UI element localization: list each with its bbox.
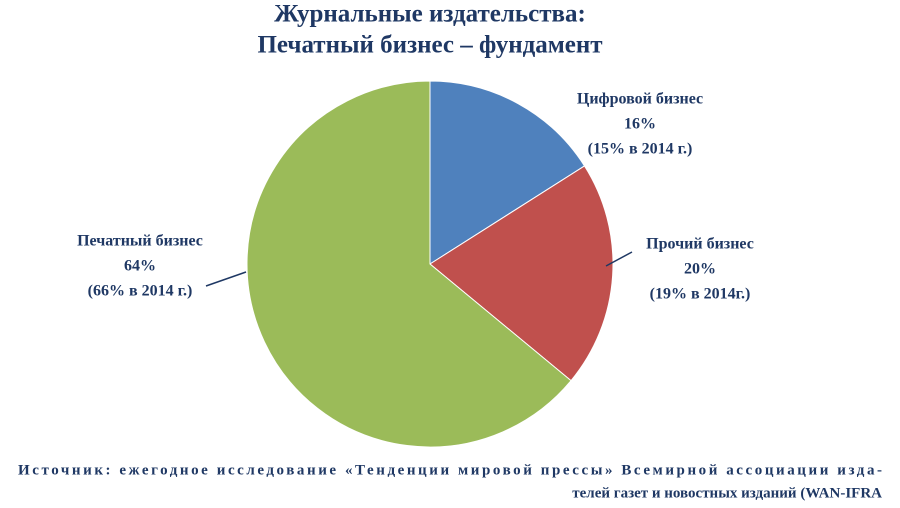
- value-label: 64%: [124, 258, 156, 275]
- pie-slice: [429, 80, 586, 265]
- value-label: 20%: [684, 261, 716, 278]
- leader-line: [605, 251, 633, 267]
- value-label: 16%: [624, 116, 656, 133]
- chart-title: Журнальные издательства:: [274, 1, 586, 28]
- leader-line: [205, 271, 247, 287]
- chart-title: Печатный бизнес – фундамент: [257, 32, 602, 59]
- annotation: (19% в 2014г.): [650, 286, 751, 303]
- annotation: (66% в 2014 г.): [88, 283, 193, 300]
- annotation: (15% в 2014 г.): [588, 141, 693, 158]
- source: телей газет и новостных изданий (WAN-IFR…: [572, 485, 882, 501]
- slice-label: Цифровой бизнес: [577, 91, 703, 108]
- pie-slice: [429, 165, 614, 382]
- pie-slice: [246, 80, 572, 448]
- slice-label: Прочий бизнес: [646, 236, 754, 253]
- slice-label: Печатный бизнес: [77, 233, 203, 250]
- source: Источник: ежегодное исследование «Тенден…: [18, 462, 882, 478]
